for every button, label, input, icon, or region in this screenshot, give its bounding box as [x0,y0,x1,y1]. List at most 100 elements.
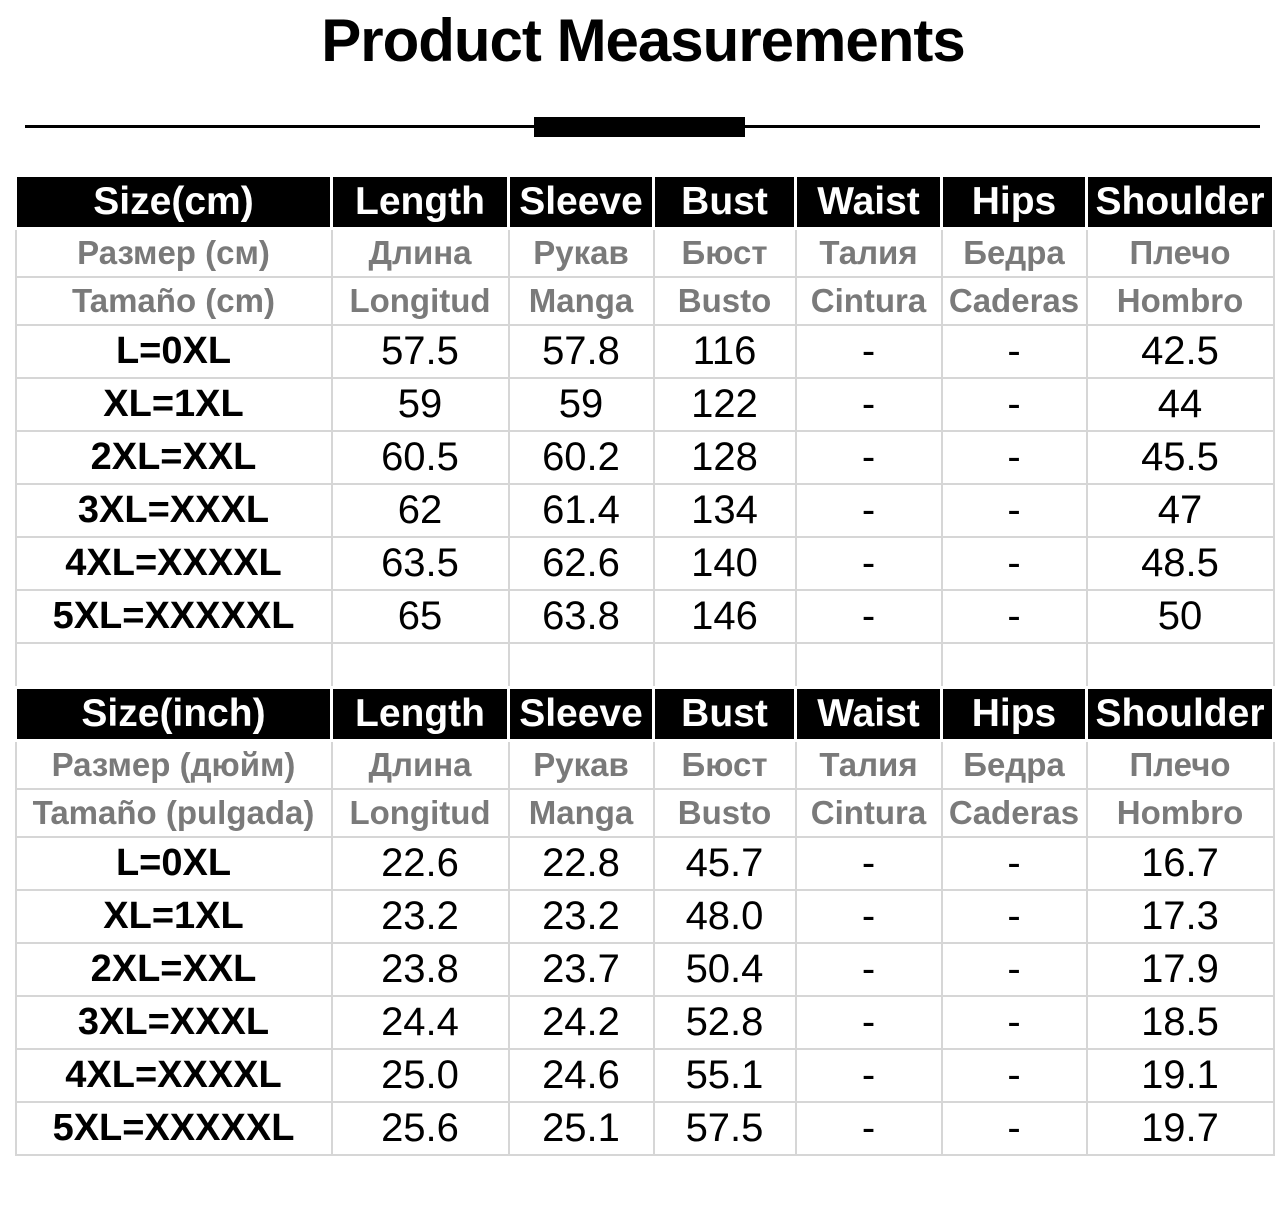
russian-label-cell: Длина [330,227,510,278]
value-cell: 24.4 [330,995,510,1050]
spanish-row-cm: Tamaño (cm) Longitud Manga Busto Cintura Cade… [14,276,1275,326]
table-row: XL=1XL 59 59 122- -44 [14,377,1275,432]
russian-label-cell: Бедра [940,739,1088,790]
spacer-cell [794,642,943,689]
value-cell: 57.8 [507,324,655,379]
size-cell: XL=1XL [14,889,333,944]
value-cell: - [794,995,943,1050]
spanish-label-cell: Busto [652,788,797,838]
value-cell: 128 [652,430,797,485]
value-cell: 24.6 [507,1048,655,1103]
value-cell: 23.2 [330,889,510,944]
header-cell: Size(cm) [14,174,333,230]
header-row-inch: Size(inch) Length Sleeve Bust Waist Hips Shoul… [14,686,1275,742]
header-cell: Hips [940,174,1088,230]
value-cell: 57.5 [330,324,510,379]
size-cell: L=0XL [14,836,333,891]
value-cell: 146 [652,589,797,644]
value-cell: 25.0 [330,1048,510,1103]
size-cell: 4XL=XXXXL [14,1048,333,1103]
header-cell: Shoulder [1085,174,1275,230]
value-cell: 17.9 [1085,942,1275,997]
value-cell: 22.6 [330,836,510,891]
value-cell: 47 [1085,483,1275,538]
value-cell: 23.8 [330,942,510,997]
spacer-cell [507,642,655,689]
value-cell: - [940,1048,1088,1103]
spanish-label-cell: Hombro [1085,276,1275,326]
value-cell: 25.1 [507,1101,655,1156]
page-title: Product Measurements [321,7,966,74]
value-cell: 25.6 [330,1101,510,1156]
value-cell: - [940,889,1088,944]
header-cell: Shoulder [1085,686,1275,742]
spanish-label-cell: Longitud [330,276,510,326]
russian-label-cell: Рукав [507,227,655,278]
value-cell: 22.8 [507,836,655,891]
spanish-label-cell: Caderas [940,276,1088,326]
divider [0,116,1286,138]
value-cell: 122 [652,377,797,432]
russian-row-inch: Размер (дюйм) Длина Рукав Бюст Талия Бедра Пле… [14,739,1275,790]
divider-center-block [534,117,745,137]
spacer-row [14,642,1275,689]
value-cell: 19.7 [1085,1101,1275,1156]
spacer-cell [330,642,510,689]
value-cell: 23.2 [507,889,655,944]
value-cell: 45.5 [1085,430,1275,485]
size-cell: 2XL=XXL [14,942,333,997]
russian-row-cm: Размер (см) Длина Рукав Бюст Талия Бедра Плечо [14,227,1275,278]
size-cell: XL=1XL [14,377,333,432]
russian-label-cell: Талия [794,739,943,790]
spanish-label-cell: Caderas [940,788,1088,838]
value-cell: 60.5 [330,430,510,485]
value-cell: 61.4 [507,483,655,538]
value-cell: - [794,483,943,538]
spacer-cell [652,642,797,689]
value-cell: - [794,889,943,944]
spanish-row-inch: Tamaño (pulgada) Longitud Manga Busto Cintur… [14,788,1275,838]
value-cell: - [940,995,1088,1050]
spanish-label-cell: Manga [507,788,655,838]
size-cell: 4XL=XXXXL [14,536,333,591]
russian-label-cell: Плечо [1085,739,1275,790]
value-cell: 116 [652,324,797,379]
russian-label-cell: Размер (дюйм) [14,739,333,790]
table-row: L=0XL 22.6 22.8 45.7- -16.7 [14,836,1275,891]
value-cell: 140 [652,536,797,591]
header-cell: Sleeve [507,174,655,230]
value-cell: - [940,589,1088,644]
russian-label-cell: Длина [330,739,510,790]
value-cell: - [940,324,1088,379]
size-cell: 3XL=XXXL [14,995,333,1050]
spacer-cell [940,642,1088,689]
header-cell: Waist [794,686,943,742]
value-cell: 17.3 [1085,889,1275,944]
header-cell: Waist [794,174,943,230]
value-cell: 55.1 [652,1048,797,1103]
value-cell: 134 [652,483,797,538]
spanish-label-cell: Manga [507,276,655,326]
table-row: XL=1XL 23.2 23.2 48.0- -17.3 [14,889,1275,944]
value-cell: 50 [1085,589,1275,644]
header-cell: Length [330,686,510,742]
measurements-body: Size(cm) Length Sleeve Bust Waist Hips Shoulde… [14,174,1275,1156]
header-cell: Bust [652,174,797,230]
value-cell: 19.1 [1085,1048,1275,1103]
value-cell: 63.8 [507,589,655,644]
header-cell: Bust [652,686,797,742]
spanish-label-cell: Tamaño (cm) [14,276,333,326]
value-cell: 60.2 [507,430,655,485]
value-cell: 48.0 [652,889,797,944]
value-cell: 45.7 [652,836,797,891]
value-cell: 23.7 [507,942,655,997]
value-cell: 50.4 [652,942,797,997]
value-cell: - [940,483,1088,538]
spanish-label-cell: Longitud [330,788,510,838]
value-cell: 16.7 [1085,836,1275,891]
measurements-table: Size(cm) Length Sleeve Bust Waist Hips Shoulde… [14,174,1275,1156]
russian-label-cell: Плечо [1085,227,1275,278]
table-row: 4XL=XXXXL 25.0 24.6 55.1- -19.1 [14,1048,1275,1103]
value-cell: 18.5 [1085,995,1275,1050]
value-cell: - [794,377,943,432]
